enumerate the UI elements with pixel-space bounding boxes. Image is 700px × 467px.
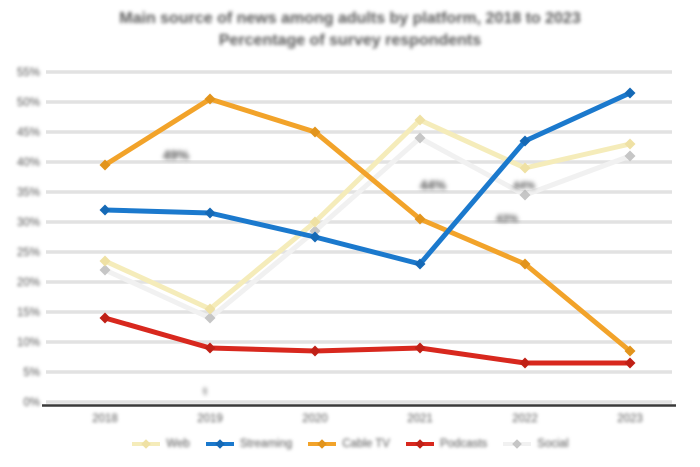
y-axis-tick-label: 45%	[17, 127, 40, 139]
legend-label: Web	[166, 438, 190, 450]
legend-item-streaming: Streaming	[205, 437, 292, 451]
x-axis-tick-label: 2022	[512, 413, 538, 425]
chart-title-line1: Main source of news among adults by plat…	[119, 10, 581, 27]
series-marker-web	[624, 138, 636, 150]
legend-item-social: Social	[502, 437, 569, 451]
series-line-streaming	[102, 90, 633, 267]
y-axis-tick-label: 30%	[17, 217, 40, 229]
y-axis-tick-label: 15%	[17, 307, 40, 319]
series-line-cable-tv	[102, 96, 633, 354]
data-label-annotation: 44%	[419, 177, 447, 193]
chart-title: Main source of news among adults by plat…	[0, 8, 700, 52]
y-axis-tick-label: 50%	[17, 97, 40, 109]
series-marker-web	[519, 162, 531, 174]
series-line-social	[102, 135, 633, 321]
legend-line-marker-icon	[205, 439, 234, 449]
data-label-annotation: 44%	[512, 180, 536, 192]
series-marker-podcasts	[624, 357, 636, 369]
x-axis-tick-label: 2023	[617, 413, 643, 425]
y-axis-tick-label: 35%	[17, 187, 40, 199]
legend-item-cable-tv: Cable TV	[307, 437, 390, 451]
series-marker-streaming	[99, 204, 111, 216]
x-axis-tick-label: 2021	[407, 413, 433, 425]
y-axis-tick-label: 0%	[23, 397, 40, 409]
legend-label: Podcasts	[439, 438, 488, 450]
legend-item-podcasts: Podcasts	[405, 437, 487, 451]
data-label-annotation: 49%	[162, 147, 190, 163]
series-marker-podcasts	[309, 345, 321, 357]
series-marker-podcasts	[99, 312, 111, 324]
series-line-web	[102, 117, 633, 312]
legend-label: Social	[537, 438, 569, 450]
y-axis-tick-label: 40%	[17, 157, 40, 169]
x-axis-tick-label: 2018	[92, 413, 118, 425]
series-line-podcasts	[102, 315, 633, 366]
chart-legend: Web Streaming Cable TV Podcasts Social	[0, 433, 700, 455]
chart-title-line2: Percentage of survey respondents	[218, 32, 482, 49]
series-marker-streaming	[624, 87, 636, 99]
legend-line-marker-icon	[405, 439, 434, 449]
series-marker-cable-tv	[519, 258, 531, 270]
series-marker-streaming	[519, 135, 531, 147]
legend-line-marker-icon	[503, 439, 532, 449]
legend-item-web: Web	[131, 437, 190, 451]
series-marker-social	[624, 150, 636, 162]
y-axis-tick-label: 25%	[17, 247, 40, 259]
series-marker-podcasts	[519, 357, 531, 369]
x-axis-tick-label: 2019	[197, 413, 223, 425]
series-marker-podcasts	[414, 342, 426, 354]
legend-label: Cable TV	[342, 438, 390, 450]
series-marker-social	[519, 189, 531, 201]
y-axis-tick-label: 55%	[17, 67, 40, 79]
series-marker-streaming	[204, 207, 216, 219]
y-axis-tick-label: 20%	[17, 277, 40, 289]
legend-line-marker-icon	[132, 439, 161, 449]
legend-line-marker-icon	[308, 439, 337, 449]
y-axis-tick-label: 5%	[23, 367, 40, 379]
data-label-annotation: 43%	[495, 213, 519, 225]
y-axis-tick-label: 10%	[17, 337, 40, 349]
x-axis-tick-label: 2020	[302, 413, 328, 425]
legend-label: Streaming	[239, 438, 293, 450]
series-marker-cable-tv	[624, 345, 636, 357]
data-label-annotation: t	[203, 386, 207, 398]
series-marker-podcasts	[204, 342, 216, 354]
